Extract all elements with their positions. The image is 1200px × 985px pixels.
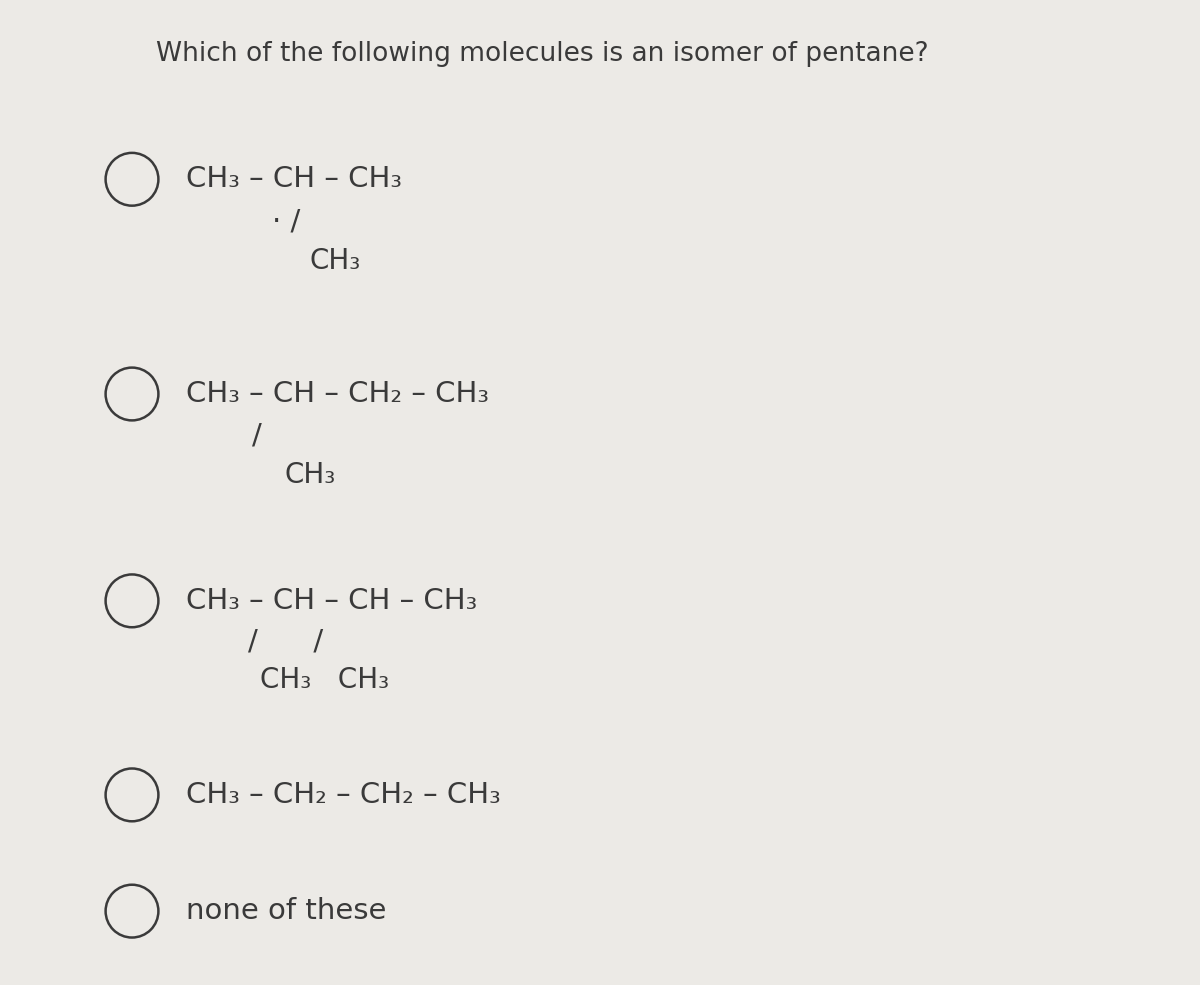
Text: CH₃ – CH₂ – CH₂ – CH₃: CH₃ – CH₂ – CH₂ – CH₃ (186, 781, 500, 809)
Text: CH₃ – CH – CH₂ – CH₃: CH₃ – CH – CH₂ – CH₃ (186, 380, 490, 408)
Text: CH₃: CH₃ (284, 461, 336, 489)
Text: /: / (252, 422, 262, 449)
Text: CH₃: CH₃ (310, 247, 361, 275)
Text: /      /: / / (248, 627, 324, 655)
Text: CH₃   CH₃: CH₃ CH₃ (260, 666, 390, 693)
Text: CH₃ – CH – CH₃: CH₃ – CH – CH₃ (186, 165, 402, 193)
Text: none of these: none of these (186, 897, 386, 925)
Text: Which of the following molecules is an isomer of pentane?: Which of the following molecules is an i… (156, 41, 929, 67)
Text: CH₃ – CH – CH – CH₃: CH₃ – CH – CH – CH₃ (186, 587, 478, 615)
Text: · /: · / (272, 208, 301, 235)
